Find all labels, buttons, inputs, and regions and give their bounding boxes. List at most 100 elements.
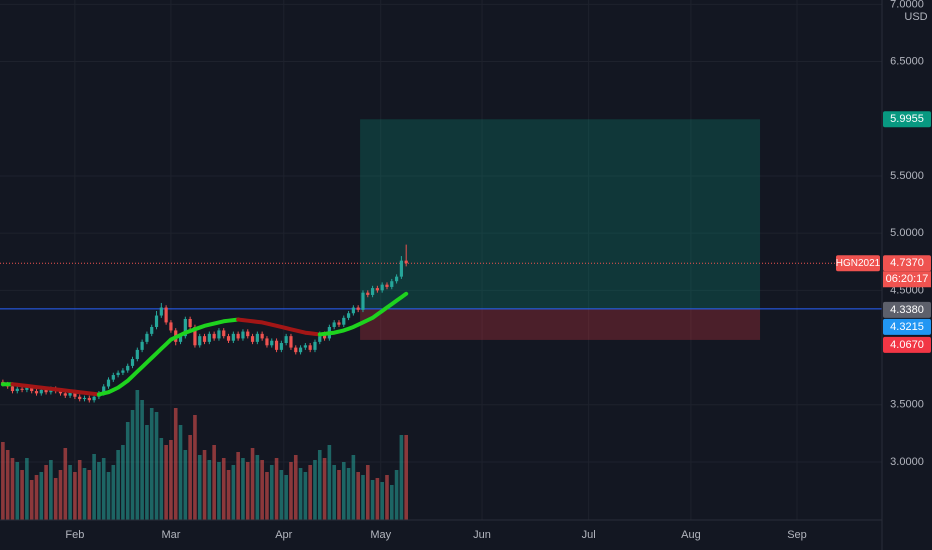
candle-body (198, 336, 202, 346)
volume-bar (245, 462, 250, 520)
candle-body (390, 281, 394, 287)
volume-bar (193, 415, 197, 520)
volume-bar (221, 458, 226, 520)
x-tick-label: Jun (473, 529, 491, 541)
volume-bar (10, 458, 15, 520)
candle-body (375, 288, 379, 291)
candle-body (298, 347, 303, 353)
candle-body (217, 330, 221, 339)
x-tick-label: May (370, 529, 391, 541)
volume-bar (202, 450, 207, 520)
candle-body (356, 307, 360, 310)
candle-body (178, 336, 183, 342)
volume-bar (303, 472, 308, 520)
candle-body (106, 379, 111, 387)
volume-bar (380, 482, 384, 520)
y-tick-label: 4.5000 (890, 284, 924, 296)
volume-bar (44, 465, 48, 520)
candle-body (212, 333, 216, 339)
candle-body (169, 322, 173, 331)
candle-body (370, 288, 375, 295)
volume-bar (97, 462, 101, 520)
x-tick-label: Sep (787, 529, 807, 541)
candle-body (255, 333, 259, 342)
volume-bar (1, 442, 5, 520)
candle-body (159, 307, 163, 316)
candle-body (380, 284, 384, 291)
volume-bar (87, 470, 92, 520)
candle-body (10, 386, 15, 392)
volume-bar (159, 438, 164, 520)
candle-body (346, 313, 351, 318)
entry-tag: 4.3380 (890, 304, 924, 316)
volume-bar (250, 448, 255, 520)
volume-bar (241, 458, 245, 520)
volume-bar (207, 460, 212, 520)
moving-average (96, 317, 241, 397)
volume-bar (385, 475, 389, 520)
candle-body (68, 392, 72, 396)
volume-bar (58, 470, 63, 520)
volume-bar (25, 458, 29, 520)
candle-body (39, 389, 43, 394)
volume-bar (217, 462, 221, 520)
volume-bar (106, 472, 111, 520)
volume-bar (370, 480, 375, 520)
volume-bar (317, 450, 322, 520)
volume-bar (351, 455, 356, 520)
candle-body (102, 386, 106, 394)
candle-body (145, 333, 149, 342)
candle-body (284, 336, 288, 344)
x-tick-label: Mar (161, 529, 180, 541)
symbol: HGN2021 (836, 258, 881, 269)
candle-body (140, 341, 144, 350)
volume-bar (145, 425, 149, 520)
candle-body (78, 396, 82, 400)
volume-bar (49, 460, 53, 520)
y-tick-label: 3.0000 (890, 456, 924, 468)
indicator-tag: 4.3215 (890, 321, 924, 333)
volume-bar (183, 450, 188, 520)
candle-body (63, 393, 67, 396)
volume-bar (149, 408, 154, 520)
candle-body (126, 365, 130, 371)
moving-average (10, 382, 101, 397)
candle-body (164, 307, 168, 323)
candle-body (274, 340, 279, 350)
volume-bar (394, 470, 399, 520)
candle-body (404, 260, 408, 264)
volume-bar (140, 400, 144, 520)
volume-bar (365, 465, 370, 520)
volume-bar (39, 472, 44, 520)
volume-bar (284, 475, 288, 520)
candle-body (260, 333, 264, 339)
volume-bar (341, 462, 346, 520)
candle-body (92, 396, 96, 401)
candle-body (332, 322, 336, 327)
volume-bar (73, 472, 77, 520)
candle-body (15, 388, 19, 392)
volume-bar (322, 458, 327, 520)
volume-bar (293, 455, 298, 520)
candle-body (366, 292, 370, 295)
y-tick-label: 6.5000 (890, 55, 924, 67)
volume-bar (77, 460, 82, 520)
candle-body (188, 318, 192, 327)
volume-bar (231, 465, 236, 520)
target-tag-bg (883, 111, 931, 128)
candle-body (385, 284, 389, 287)
candle-body (241, 331, 245, 339)
candle-body (20, 388, 24, 390)
volume-bar (178, 425, 183, 520)
volume-bar (255, 455, 260, 520)
volume-bar (92, 454, 96, 520)
volume-bar (68, 465, 72, 520)
volume-bar (29, 480, 34, 520)
volume-bar (164, 445, 168, 520)
volume-bar (332, 465, 336, 520)
volume-bar (20, 470, 24, 520)
candle-body (399, 260, 403, 277)
volume-bar (135, 390, 140, 520)
